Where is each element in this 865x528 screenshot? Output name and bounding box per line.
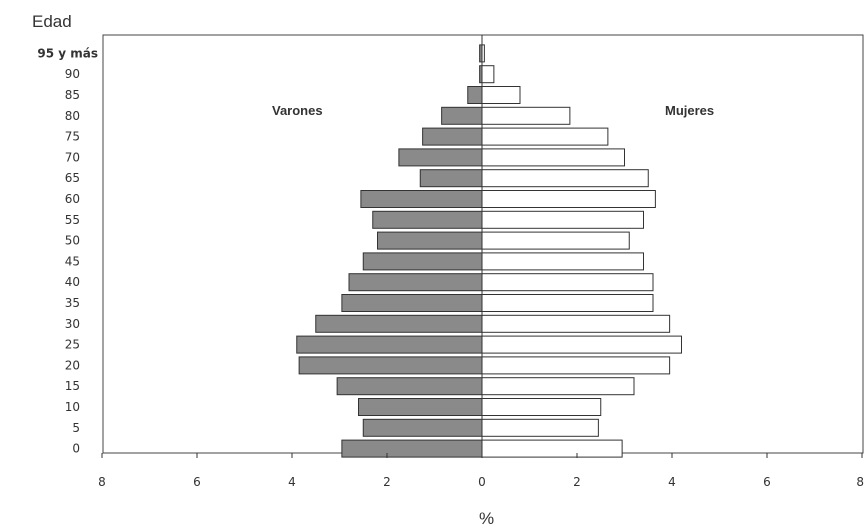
y-tick-60: 60 <box>65 192 80 206</box>
bar-mujeres-85 <box>481 86 521 104</box>
y-tick-65: 65 <box>65 171 80 185</box>
bar-varones-15 <box>336 377 483 396</box>
bar-varones-5 <box>362 418 483 437</box>
y-tick-55: 55 <box>65 213 80 227</box>
y-tick-0: 0 <box>72 442 80 456</box>
bar-varones-40 <box>348 273 483 292</box>
bar-mujeres-55 <box>481 210 644 229</box>
y-tick-75: 75 <box>65 130 80 144</box>
bar-mujeres-10 <box>481 398 602 416</box>
mujeres-label: Mujeres <box>665 103 714 118</box>
y-tick-10: 10 <box>65 400 80 414</box>
bar-mujeres-40 <box>481 273 654 292</box>
y-tick-45: 45 <box>65 254 80 268</box>
bar-mujeres-70 <box>481 148 625 167</box>
bar-varones-55 <box>372 210 483 229</box>
bar-varones-10 <box>358 398 483 416</box>
x-tick-label: 2 <box>573 475 581 489</box>
bar-varones-65 <box>419 169 483 188</box>
bar-mujeres-60 <box>481 190 656 208</box>
bar-mujeres-25 <box>481 335 682 354</box>
x-tick-label: 6 <box>193 475 201 489</box>
x-tick-label: 8 <box>98 475 106 489</box>
bar-varones-50 <box>377 231 483 250</box>
x-tick-labels: 8 6 4 2 0 2 4 6 8 <box>98 453 864 489</box>
bar-mujeres-15 <box>481 377 635 396</box>
y-tick-90: 90 <box>65 67 80 81</box>
x-axis-title: % <box>479 509 494 528</box>
y-tick-35: 35 <box>65 296 80 310</box>
bar-mujeres-75 <box>481 127 609 146</box>
x-tick-label: 4 <box>668 475 676 489</box>
bar-varones-30 <box>315 314 483 333</box>
bar-varones-60 <box>360 190 483 208</box>
y-tick-50: 50 <box>65 234 80 248</box>
x-tick-label: 4 <box>288 475 296 489</box>
y-tick-30: 30 <box>65 317 80 331</box>
y-tick-labels: 0 5 10 15 20 25 30 35 40 45 50 55 60 65 70 75 80 85 90 95 y… <box>37 46 98 455</box>
y-tick-85: 85 <box>65 88 80 102</box>
bar-mujeres-65 <box>481 169 649 188</box>
bars-group <box>296 44 682 458</box>
bar-varones-25 <box>296 335 483 354</box>
bar-mujeres-5 <box>481 418 599 437</box>
bar-mujeres-50 <box>481 231 630 250</box>
y-tick-70: 70 <box>65 150 80 164</box>
bar-mujeres-90 <box>481 65 495 84</box>
bar-varones-75 <box>422 127 483 146</box>
x-tick-label: 6 <box>763 475 771 489</box>
bar-varones-45 <box>362 252 483 271</box>
bar-varones-0 <box>341 439 483 458</box>
bar-mujeres-80 <box>481 106 571 125</box>
y-axis-title: Edad <box>32 12 72 31</box>
y-tick-40: 40 <box>65 275 80 289</box>
bar-mujeres-0 <box>481 439 623 458</box>
bar-mujeres-30 <box>481 314 671 333</box>
x-tick-label: 8 <box>856 475 864 489</box>
x-tick-label: 2 <box>383 475 391 489</box>
bar-varones-35 <box>341 294 483 312</box>
y-tick-25: 25 <box>65 338 80 352</box>
bar-varones-80 <box>441 106 483 125</box>
bar-varones-85 <box>467 86 483 104</box>
y-tick-15: 15 <box>65 379 80 393</box>
bar-varones-70 <box>398 148 483 167</box>
y-tick-80: 80 <box>65 109 80 123</box>
y-tick-20: 20 <box>65 358 80 372</box>
y-tick-95-y-más: 95 y más <box>37 46 98 60</box>
x-tick-label: 0 <box>478 475 486 489</box>
bar-mujeres-35 <box>481 294 654 312</box>
varones-label: Varones <box>272 103 323 118</box>
bar-varones-20 <box>298 356 483 375</box>
bar-mujeres-20 <box>481 356 671 375</box>
bar-mujeres-45 <box>481 252 644 271</box>
y-tick-5: 5 <box>72 421 80 435</box>
